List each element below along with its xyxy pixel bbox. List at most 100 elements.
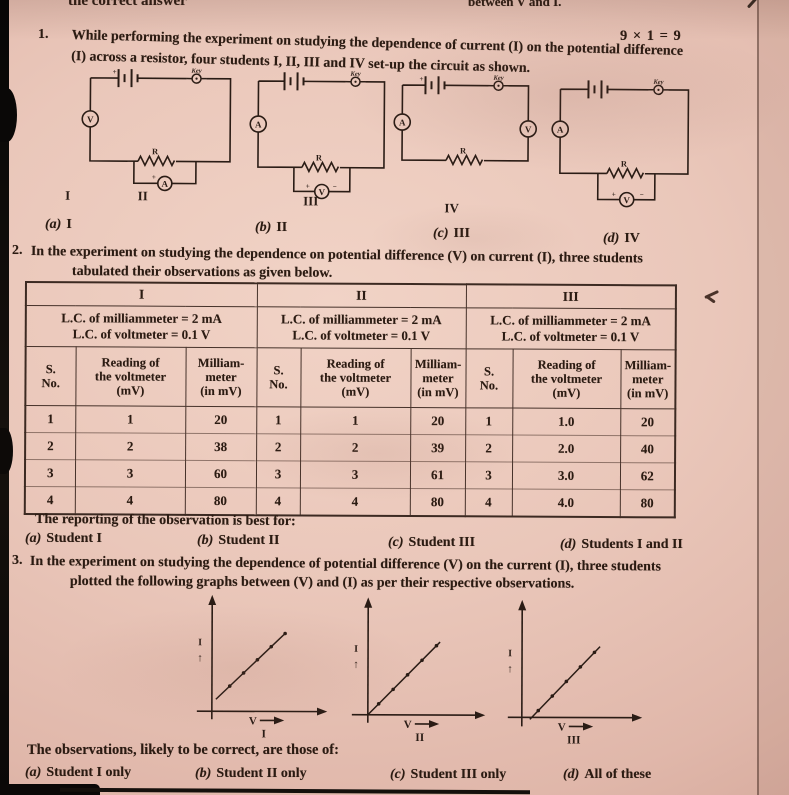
table-row: 3 3 60 3 3 61 3 3.0 62 xyxy=(24,459,676,490)
cell: 62 xyxy=(619,462,676,490)
q3-option-b: (b) Student II only xyxy=(195,766,307,781)
meter-letter: V xyxy=(318,187,325,197)
voltmeter-icon xyxy=(519,120,538,138)
x-axis-label: V xyxy=(249,715,257,727)
cell: 80 xyxy=(409,488,465,517)
voltmeter-icon xyxy=(81,110,100,128)
cell: 60 xyxy=(184,460,257,488)
cell: 20 xyxy=(410,407,466,435)
q2-option-a: (a) Student I xyxy=(25,531,102,546)
cell: 1 xyxy=(25,405,76,433)
key-label: Key xyxy=(652,79,663,86)
graph-student-2: I ↑ V II xyxy=(351,597,486,744)
group-header: I xyxy=(25,282,258,307)
circuit-label-IV: IV xyxy=(444,200,459,215)
column-header: Reading of the voltmeter (mV) xyxy=(300,347,411,408)
question-2-number: 2. xyxy=(12,243,23,258)
bottom-rule-line xyxy=(59,787,531,795)
y-axis-label: I xyxy=(354,644,358,655)
meter-letter: V xyxy=(87,114,94,124)
question-3-number: 3. xyxy=(12,553,23,568)
polarity-mark: + xyxy=(612,191,616,199)
cell: 2 xyxy=(256,433,301,461)
column-header-row: S. No. Reading of the voltmeter (mV) Mil… xyxy=(25,346,676,409)
column-header: Milliam- meter (in mV) xyxy=(620,349,676,409)
least-count-row: L.C. of milliammeter = 2 mA L.C. of voltm… xyxy=(25,305,676,350)
cell: 4 xyxy=(464,488,512,517)
circuit-label-I: I xyxy=(65,188,70,203)
cut-header-fragment-right: between V and I. xyxy=(468,0,562,9)
y-axis-label: I xyxy=(508,648,512,659)
cell: 3.0 xyxy=(511,462,621,490)
book-spine xyxy=(0,0,9,795)
data-points xyxy=(536,650,597,713)
y-axis-arrow: ↑ xyxy=(353,659,359,671)
cell: 39 xyxy=(410,434,466,462)
voltmeter-icon xyxy=(313,183,330,200)
ammeter-icon xyxy=(249,115,268,133)
column-header: Reading of the voltmeter (mV) xyxy=(75,346,186,407)
resistor-label: R xyxy=(621,159,628,169)
key-label: Key xyxy=(492,75,503,82)
ammeter-icon xyxy=(551,120,570,138)
pen-tick-mark xyxy=(706,295,716,304)
table-row: 1 1 20 1 1 20 1 1.0 20 xyxy=(25,405,676,436)
cell: 1 xyxy=(465,407,513,436)
circuit-diagram-3: A V R Key + IV xyxy=(393,75,538,215)
y-axis-label: I xyxy=(198,637,202,648)
data-points xyxy=(227,631,287,688)
circuit-diagrams: V A R Key + + I II A V R Key + − III xyxy=(65,68,690,215)
cell: 3 xyxy=(24,459,76,487)
least-count-cell: L.C. of milliammeter = 2 mA L.C. of voltm… xyxy=(256,306,466,349)
cell: 3 xyxy=(299,460,411,489)
meter-letter: A xyxy=(255,120,262,130)
graph-roman-label: II xyxy=(415,732,425,744)
cell: 4 xyxy=(24,486,75,515)
column-header: Milliam- meter (in mV) xyxy=(410,348,466,408)
marks-scheme: 9 × 1 = 9 xyxy=(620,28,682,44)
polarity-mark: − xyxy=(640,191,644,199)
voltmeter-icon xyxy=(618,191,635,208)
cell: 1.0 xyxy=(512,408,621,436)
circuit-diagram-4: A V R Key + − xyxy=(551,79,690,208)
cell: 4 xyxy=(299,487,410,517)
circuit-diagram-2: A V R Key + − III xyxy=(249,71,386,208)
cell: 2.0 xyxy=(512,435,621,463)
cell: 4 xyxy=(255,487,300,516)
group-header: III xyxy=(465,284,677,309)
group-header: II xyxy=(256,283,467,308)
bottom-ink-band xyxy=(0,784,100,795)
circuit-label-III: III xyxy=(303,193,318,208)
cell: 80 xyxy=(184,487,256,516)
data-line xyxy=(215,632,286,700)
cell: 3 xyxy=(255,460,301,488)
cell: 3 xyxy=(464,461,513,490)
column-header: S. No. xyxy=(465,348,513,409)
graph-student-3: I ↑ V III xyxy=(507,599,643,747)
vi-graphs: I ↑ V I I ↑ V II xyxy=(196,594,643,747)
cell: 1 xyxy=(75,405,186,434)
x-axis-label: V xyxy=(558,721,566,733)
x-axis-label: V xyxy=(404,719,412,731)
cell: 2 xyxy=(465,434,513,463)
circuit-diagram-1: V A R Key + + I II xyxy=(65,68,232,203)
q2-option-d: (d) Students I and II xyxy=(560,537,683,552)
q1-option-b: (b) II xyxy=(255,220,288,235)
polarity-mark: + xyxy=(113,68,117,76)
question-2-text-line2: tabulated their observations as given be… xyxy=(71,263,333,281)
q3-option-a: (a) Student I only xyxy=(25,765,132,780)
meter-letter: V xyxy=(623,195,630,205)
y-axis-arrow: ↑ xyxy=(507,663,513,675)
cell: 3 xyxy=(74,459,186,488)
resistor-label: R xyxy=(460,145,467,155)
cell: 61 xyxy=(409,461,466,489)
q2-option-c: (c) Student III xyxy=(388,535,476,550)
data-points xyxy=(376,643,439,706)
cell: 20 xyxy=(620,408,676,436)
binding-notch-top xyxy=(0,88,17,142)
key-label: Key xyxy=(191,68,202,75)
cell: 4 xyxy=(74,486,185,515)
cell: 2 xyxy=(75,432,186,461)
q3-conclusion-text: The observations, likely to be correct, … xyxy=(27,742,339,758)
